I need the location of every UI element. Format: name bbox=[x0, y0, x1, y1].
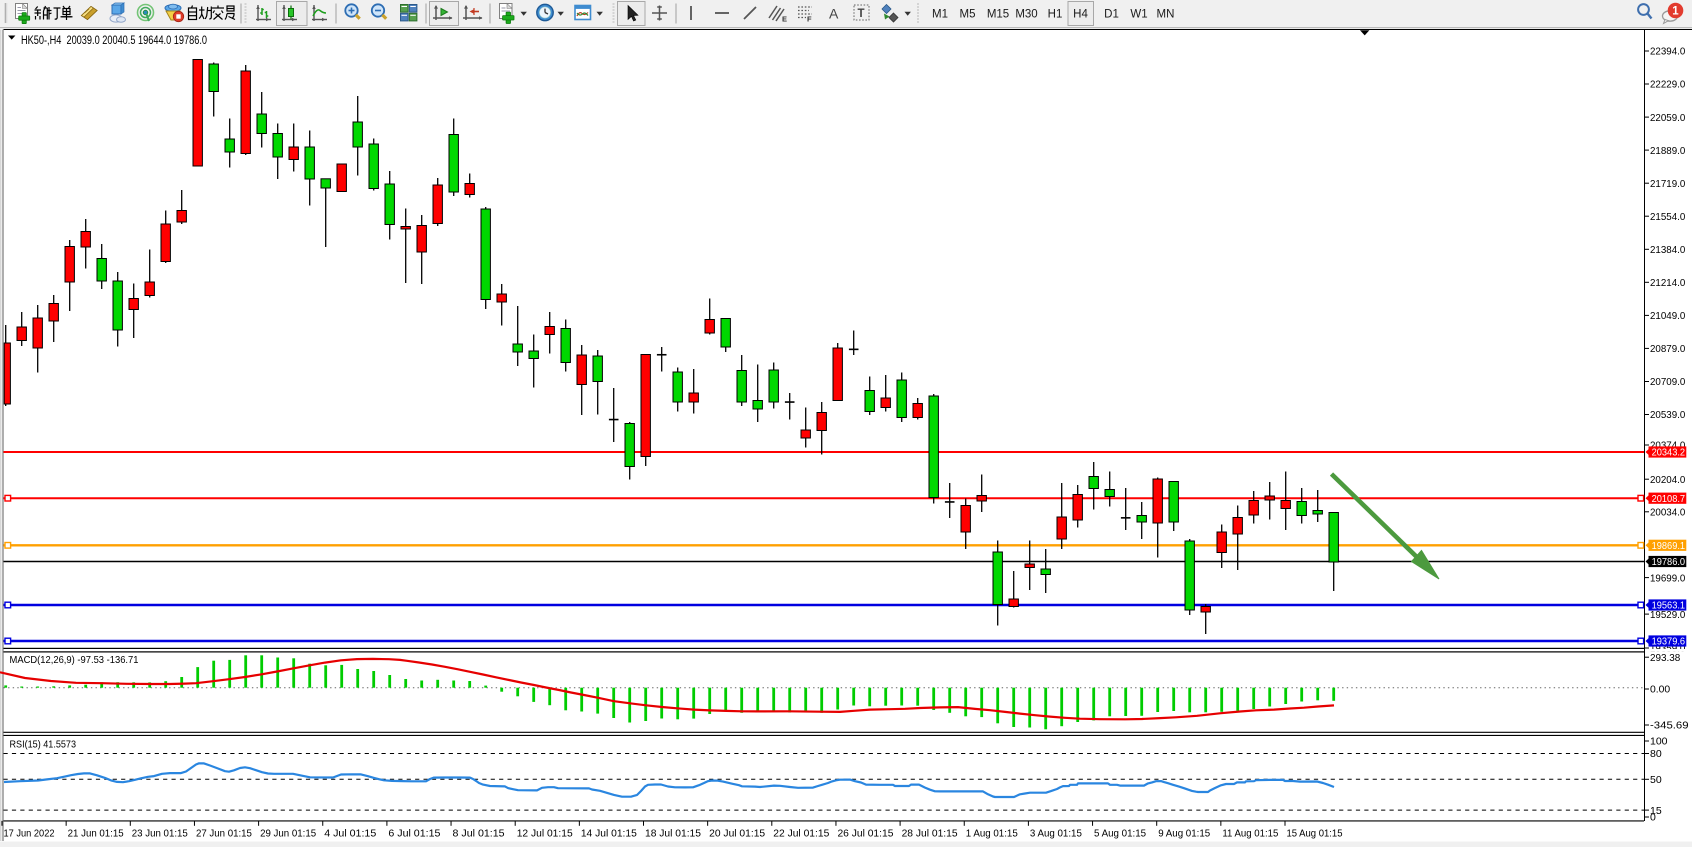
svg-text:21214.0: 21214.0 bbox=[1650, 278, 1686, 289]
svg-text:20034.0: 20034.0 bbox=[1650, 508, 1686, 519]
svg-text:21889.0: 21889.0 bbox=[1650, 146, 1686, 157]
svg-text:20108.7: 20108.7 bbox=[1652, 494, 1686, 505]
svg-text:19699.0: 19699.0 bbox=[1650, 573, 1686, 584]
svg-text:0.00: 0.00 bbox=[1650, 685, 1670, 696]
svg-text:21719.0: 21719.0 bbox=[1650, 179, 1686, 190]
svg-text:19529.0: 19529.0 bbox=[1650, 610, 1686, 621]
svg-text:0: 0 bbox=[1650, 812, 1656, 824]
svg-text:29 Jun 01:15: 29 Jun 01:15 bbox=[260, 828, 316, 839]
svg-text:RSI(15) 41.5573: RSI(15) 41.5573 bbox=[10, 739, 77, 751]
svg-text:20204.0: 20204.0 bbox=[1650, 475, 1686, 486]
svg-text:M30: M30 bbox=[1015, 9, 1037, 21]
svg-text:MN: MN bbox=[1157, 9, 1175, 21]
svg-text:80: 80 bbox=[1650, 748, 1662, 760]
svg-text:F: F bbox=[807, 15, 812, 24]
svg-text:20709.0: 20709.0 bbox=[1650, 377, 1686, 388]
svg-text:23 Jun 01:15: 23 Jun 01:15 bbox=[132, 828, 188, 839]
svg-text:HK50-,H4 20039.0 20040.5 1964: HK50-,H4 20039.0 20040.5 19644.0 19786.0 bbox=[21, 35, 207, 47]
svg-text:22 Jul 01:15: 22 Jul 01:15 bbox=[773, 828, 829, 839]
svg-text:15 Aug 01:15: 15 Aug 01:15 bbox=[1287, 828, 1343, 839]
svg-text:H1: H1 bbox=[1048, 9, 1063, 21]
svg-text:W1: W1 bbox=[1130, 9, 1147, 21]
svg-text:26 Jul 01:15: 26 Jul 01:15 bbox=[837, 828, 893, 839]
svg-text:20539.0: 20539.0 bbox=[1650, 410, 1686, 421]
svg-text:22229.0: 22229.0 bbox=[1650, 80, 1686, 91]
svg-text:H4: H4 bbox=[1073, 9, 1088, 21]
svg-text:15: 15 bbox=[1650, 805, 1662, 817]
svg-text:D1: D1 bbox=[1104, 9, 1119, 21]
svg-text:M5: M5 bbox=[960, 9, 976, 21]
svg-text:5 Aug 01:15: 5 Aug 01:15 bbox=[1094, 828, 1146, 839]
svg-text:20 Jul 01:15: 20 Jul 01:15 bbox=[709, 828, 765, 839]
svg-text:20374.0: 20374.0 bbox=[1650, 441, 1686, 452]
svg-text:19563.1: 19563.1 bbox=[1652, 601, 1686, 612]
svg-text:1: 1 bbox=[1672, 6, 1679, 18]
svg-text:4 Jul 01:15: 4 Jul 01:15 bbox=[324, 828, 376, 839]
svg-text:3 Aug 01:15: 3 Aug 01:15 bbox=[1030, 828, 1082, 839]
svg-text:21384.0: 21384.0 bbox=[1650, 245, 1686, 256]
svg-text:M15: M15 bbox=[987, 9, 1009, 21]
svg-text:9 Aug 01:15: 9 Aug 01:15 bbox=[1158, 828, 1210, 839]
svg-text:14 Jul 01:15: 14 Jul 01:15 bbox=[581, 828, 637, 839]
svg-text:E: E bbox=[782, 15, 787, 24]
svg-text:17 Jun 2022: 17 Jun 2022 bbox=[4, 828, 55, 839]
svg-text:11 Aug 01:15: 11 Aug 01:15 bbox=[1222, 828, 1278, 839]
svg-text:19786.0: 19786.0 bbox=[1652, 557, 1686, 568]
svg-text:20343.2: 20343.2 bbox=[1652, 448, 1686, 459]
svg-text:12 Jul 01:15: 12 Jul 01:15 bbox=[517, 828, 573, 839]
svg-text:8 Jul 01:15: 8 Jul 01:15 bbox=[453, 828, 505, 839]
svg-text:1 Aug 01:15: 1 Aug 01:15 bbox=[966, 828, 1018, 839]
svg-text:A: A bbox=[829, 6, 839, 22]
svg-text:T: T bbox=[858, 8, 865, 20]
svg-text:293.38: 293.38 bbox=[1650, 653, 1681, 664]
svg-text:MACD(12,26,9) -97.53 -136.71: MACD(12,26,9) -97.53 -136.71 bbox=[10, 654, 139, 666]
svg-text:21 Jun 01:15: 21 Jun 01:15 bbox=[68, 828, 124, 839]
svg-text:21554.0: 21554.0 bbox=[1650, 212, 1686, 223]
svg-text:21049.0: 21049.0 bbox=[1650, 311, 1686, 322]
svg-text:19869.1: 19869.1 bbox=[1652, 541, 1686, 552]
svg-text:6 Jul 01:15: 6 Jul 01:15 bbox=[388, 828, 440, 839]
svg-text:50: 50 bbox=[1650, 774, 1662, 786]
svg-text:27 Jun 01:15: 27 Jun 01:15 bbox=[196, 828, 252, 839]
svg-text:22394.0: 22394.0 bbox=[1650, 47, 1686, 58]
svg-text:100: 100 bbox=[1650, 736, 1668, 748]
svg-text:M1: M1 bbox=[932, 9, 948, 21]
svg-text:22059.0: 22059.0 bbox=[1650, 113, 1686, 124]
svg-text:28 Jul 01:15: 28 Jul 01:15 bbox=[902, 828, 958, 839]
svg-text:20879.0: 20879.0 bbox=[1650, 344, 1686, 355]
svg-text:18 Jul 01:15: 18 Jul 01:15 bbox=[645, 828, 701, 839]
svg-text:19379.6: 19379.6 bbox=[1652, 637, 1686, 648]
svg-text:-345.69: -345.69 bbox=[1650, 721, 1689, 732]
